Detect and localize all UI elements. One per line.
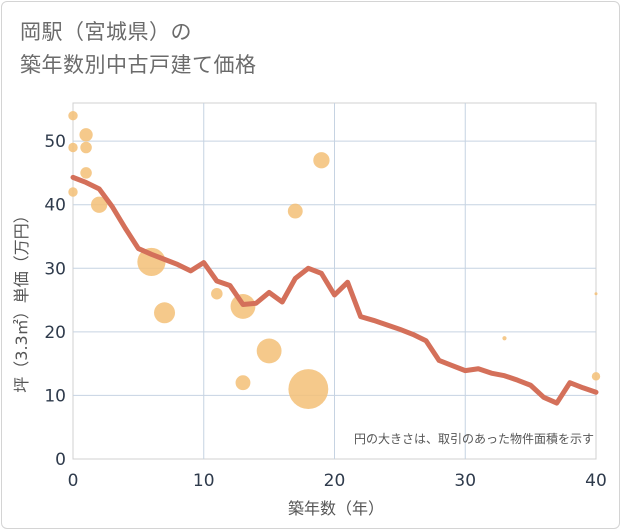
- grid: [73, 103, 596, 459]
- line-layer: [70, 174, 599, 406]
- bubble-point: [313, 152, 330, 169]
- y-tick-label: 10: [44, 386, 66, 406]
- bubble-point: [80, 167, 92, 179]
- bubble-point: [80, 141, 92, 154]
- size-note: 円の大きさは、取引のあった物件面積を示す: [354, 431, 594, 446]
- y-tick-label: 40: [44, 196, 66, 216]
- y-tick-label: 50: [44, 132, 66, 152]
- chart-title-line-2: 築年数別中古戸建て価格: [20, 53, 257, 77]
- bubble-point: [502, 336, 507, 341]
- bubble-point: [288, 369, 329, 410]
- bubble-point: [287, 203, 303, 219]
- bubble-point: [211, 287, 223, 300]
- bubble-point: [68, 142, 78, 153]
- bubble-point: [68, 187, 78, 197]
- y-tick-label: 20: [44, 323, 66, 343]
- bubble-point: [154, 302, 176, 324]
- x-tick-label: 10: [193, 471, 215, 491]
- x-axis-label: 築年数（年）: [288, 499, 384, 518]
- bubble-layer: [68, 111, 601, 410]
- bubble-point: [256, 338, 282, 364]
- x-tick-label: 20: [324, 471, 346, 491]
- bubble-point: [594, 292, 598, 296]
- x-tick-label: 30: [454, 471, 476, 491]
- x-tick-label: 0: [68, 471, 79, 491]
- tick-labels: 0 10 20 30 40 0 10 20 30 40 50: [44, 132, 606, 491]
- chart-title: 岡駅（宮城県）の 築年数別中古戸建て価格: [20, 16, 257, 82]
- y-tick-label: 30: [44, 259, 66, 279]
- bubble-point: [591, 372, 601, 381]
- average-price-line: [70, 174, 599, 406]
- bubble-point: [235, 375, 251, 391]
- y-tick-label: 0: [55, 450, 66, 470]
- chart-title-line-1: 岡駅（宮城県）の: [20, 20, 192, 44]
- bubble-point: [68, 111, 78, 121]
- bubble-point: [91, 196, 108, 213]
- y-axis-label: 坪（3.3㎡）単価（万円）: [12, 207, 31, 392]
- bubble-point: [79, 128, 93, 142]
- x-tick-label: 40: [585, 471, 607, 491]
